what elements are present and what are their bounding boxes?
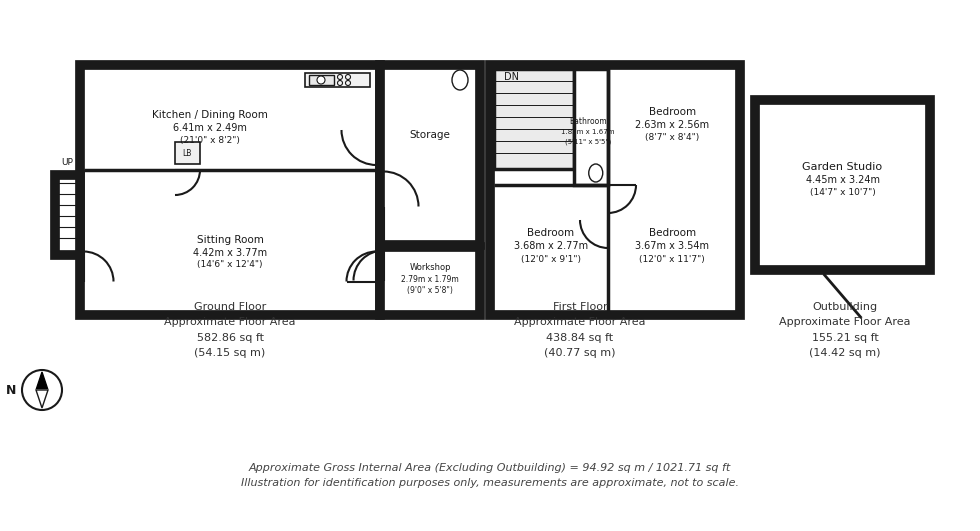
Text: 3.67m x 3.54m: 3.67m x 3.54m (635, 241, 710, 251)
Text: (12'0" x 9'1"): (12'0" x 9'1") (520, 255, 581, 264)
Text: UP: UP (62, 158, 74, 167)
Text: Bedroom: Bedroom (649, 107, 696, 117)
Circle shape (317, 76, 325, 84)
Text: Bathroom: Bathroom (569, 117, 607, 126)
Ellipse shape (589, 164, 603, 182)
Text: 4.42m x 3.77m: 4.42m x 3.77m (193, 248, 268, 258)
Polygon shape (36, 390, 48, 408)
Circle shape (337, 74, 342, 80)
Text: (12'0" x 11'7"): (12'0" x 11'7") (639, 255, 706, 264)
Bar (309, 75, 334, 85)
Text: Outbuilding
Approximate Floor Area
155.21 sq ft
(14.42 sq m): Outbuilding Approximate Floor Area 155.2… (779, 302, 910, 358)
Bar (175, 142, 200, 164)
Text: DN: DN (504, 72, 518, 81)
Bar (380, 65, 480, 245)
Text: Sitting Room: Sitting Room (197, 235, 264, 245)
Ellipse shape (452, 70, 468, 90)
Text: Bedroom: Bedroom (649, 228, 696, 238)
Circle shape (337, 81, 342, 85)
Bar (55, 175, 80, 255)
Text: (5'11" x 5'5"): (5'11" x 5'5") (564, 139, 611, 145)
Text: Ground Floor
Approximate Floor Area
582.86 sq ft
(54.15 sq m): Ground Floor Approximate Floor Area 582.… (165, 302, 296, 358)
Text: 1.82m x 1.67m: 1.82m x 1.67m (561, 129, 614, 135)
Circle shape (346, 74, 351, 80)
Text: N: N (6, 383, 16, 397)
Text: First Floor
Approximate Floor Area
438.84 sq ft
(40.77 sq m): First Floor Approximate Floor Area 438.8… (514, 302, 646, 358)
Text: 4.45m x 3.24m: 4.45m x 3.24m (806, 175, 879, 185)
Text: Illustration for identification purposes only, measurements are approximate, not: Illustration for identification purposes… (241, 478, 739, 488)
Text: Approximate Gross Internal Area (Excluding Outbuilding) = 94.92 sq m / 1021.71 s: Approximate Gross Internal Area (Excludi… (249, 463, 731, 473)
Polygon shape (36, 372, 48, 390)
Bar (494, 68, 573, 168)
Bar (490, 65, 740, 315)
Polygon shape (36, 390, 48, 408)
Text: (9'0" x 5'8"): (9'0" x 5'8") (407, 286, 453, 295)
Text: (14'6" x 12'4"): (14'6" x 12'4") (197, 261, 263, 270)
Circle shape (346, 81, 351, 85)
Text: Garden Studio: Garden Studio (803, 162, 883, 172)
Text: 6.41m x 2.49m: 6.41m x 2.49m (173, 123, 247, 133)
Bar (80, 65, 380, 315)
Bar (380, 247, 480, 315)
Text: LB: LB (182, 149, 192, 158)
Text: 2.63m x 2.56m: 2.63m x 2.56m (635, 120, 710, 130)
Text: (14'7" x 10'7"): (14'7" x 10'7") (809, 189, 875, 198)
Text: Workshop: Workshop (410, 262, 451, 271)
Text: 2.79m x 1.79m: 2.79m x 1.79m (401, 275, 459, 284)
Text: (8'7" x 8'4"): (8'7" x 8'4") (645, 133, 700, 142)
Text: Storage: Storage (410, 130, 451, 140)
Text: 3.68m x 2.77m: 3.68m x 2.77m (514, 241, 588, 251)
Text: Kitchen / Dining Room: Kitchen / Dining Room (152, 110, 268, 120)
Bar (305, 73, 370, 87)
Text: (21'0" x 8'2"): (21'0" x 8'2") (180, 135, 240, 144)
Bar (573, 68, 608, 185)
Bar (755, 100, 930, 270)
Circle shape (22, 370, 62, 410)
Text: Bedroom: Bedroom (527, 228, 574, 238)
